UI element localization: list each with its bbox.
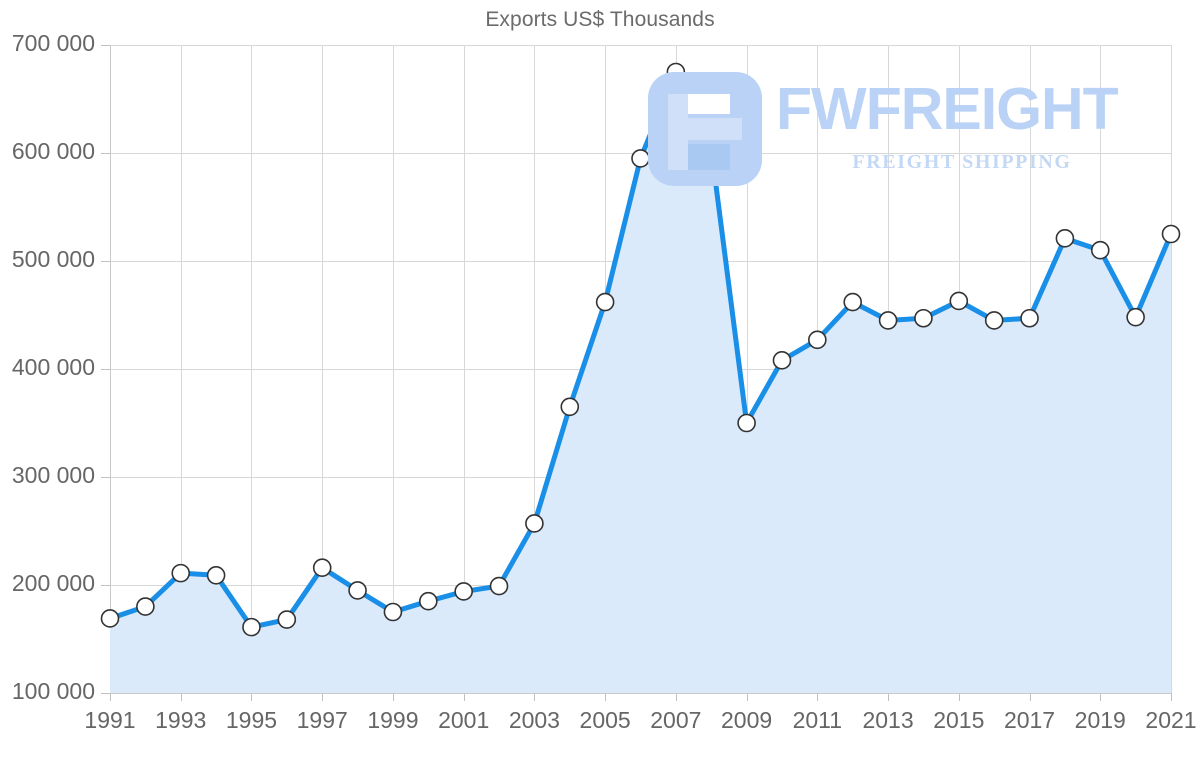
data-point-marker xyxy=(631,149,650,168)
data-point-marker xyxy=(595,292,615,312)
data-point-marker xyxy=(383,602,403,622)
data-point-marker xyxy=(666,62,686,82)
y-axis-tick-label: 600 000 xyxy=(12,138,95,164)
data-point-marker xyxy=(808,330,827,350)
x-axis-tick-label: 2005 xyxy=(580,707,631,733)
data-point-marker xyxy=(1161,224,1181,244)
data-point-marker xyxy=(949,291,969,311)
y-axis-tick-label: 700 000 xyxy=(12,30,95,56)
data-point-marker xyxy=(1090,240,1110,260)
data-point-marker xyxy=(1020,308,1039,328)
x-axis-tick-label: 2001 xyxy=(438,707,489,733)
y-axis-tick-label: 100 000 xyxy=(12,678,95,704)
series-area-group xyxy=(110,72,1171,693)
x-axis-tick-label: 2009 xyxy=(721,707,772,733)
data-point-marker xyxy=(312,558,332,578)
y-axis-tick-label: 200 000 xyxy=(12,570,95,596)
data-point-marker xyxy=(418,591,438,611)
data-point-marker xyxy=(843,292,863,312)
x-axis-tick-label: 2021 xyxy=(1145,707,1196,733)
x-axis-tick-label: 1997 xyxy=(297,707,348,733)
series-area-fill xyxy=(110,72,1171,693)
data-point-marker xyxy=(1055,229,1075,248)
y-axis-tick-label: 400 000 xyxy=(12,354,95,380)
x-axis-tick-label: 2013 xyxy=(862,707,913,733)
tickmarks-group xyxy=(101,45,1172,701)
data-point-marker xyxy=(136,597,155,616)
x-axis-labels-group: 1991 1993 1995 1997 1999 2001 2003 2005 2007 2009… xyxy=(84,707,1196,733)
y-axis-tick-label: 300 000 xyxy=(12,462,95,488)
data-point-marker xyxy=(878,311,898,330)
data-point-marker xyxy=(737,413,756,433)
x-axis-tick-label: 1995 xyxy=(226,707,277,733)
x-axis-tick-label: 2017 xyxy=(1004,707,1055,733)
data-point-marker xyxy=(560,397,580,417)
y-axis-tick-label: 500 000 xyxy=(12,246,95,272)
data-point-marker xyxy=(984,311,1004,330)
data-point-marker xyxy=(242,617,261,637)
axis-lines-group xyxy=(110,45,1171,694)
data-point-marker xyxy=(701,139,721,158)
data-point-marker xyxy=(206,565,226,585)
x-axis-tick-label: 1999 xyxy=(367,707,418,733)
chart-title: Exports US$ Thousands xyxy=(485,8,715,31)
data-point-marker xyxy=(171,563,191,583)
x-axis-tick-label: 2015 xyxy=(933,707,984,733)
x-axis-tick-label: 1991 xyxy=(84,707,135,733)
data-point-marker xyxy=(1126,307,1145,327)
x-axis-tick-label: 2019 xyxy=(1075,707,1126,733)
x-axis-tick-label: 1993 xyxy=(155,707,206,733)
data-point-marker xyxy=(277,610,297,629)
data-point-marker xyxy=(100,609,120,628)
x-axis-tick-label: 2007 xyxy=(650,707,701,733)
x-axis-tick-label: 2011 xyxy=(793,707,842,733)
data-point-marker xyxy=(525,514,544,533)
data-point-marker xyxy=(489,576,509,596)
data-point-marker xyxy=(914,308,933,328)
data-point-marker xyxy=(772,351,792,370)
y-axis-labels-group: 100 000 200 000 300 000 400 000 500 000 600 0… xyxy=(12,30,95,704)
data-point-marker xyxy=(348,581,367,600)
x-axis-tick-label: 2003 xyxy=(509,707,560,733)
data-point-marker xyxy=(454,582,473,601)
